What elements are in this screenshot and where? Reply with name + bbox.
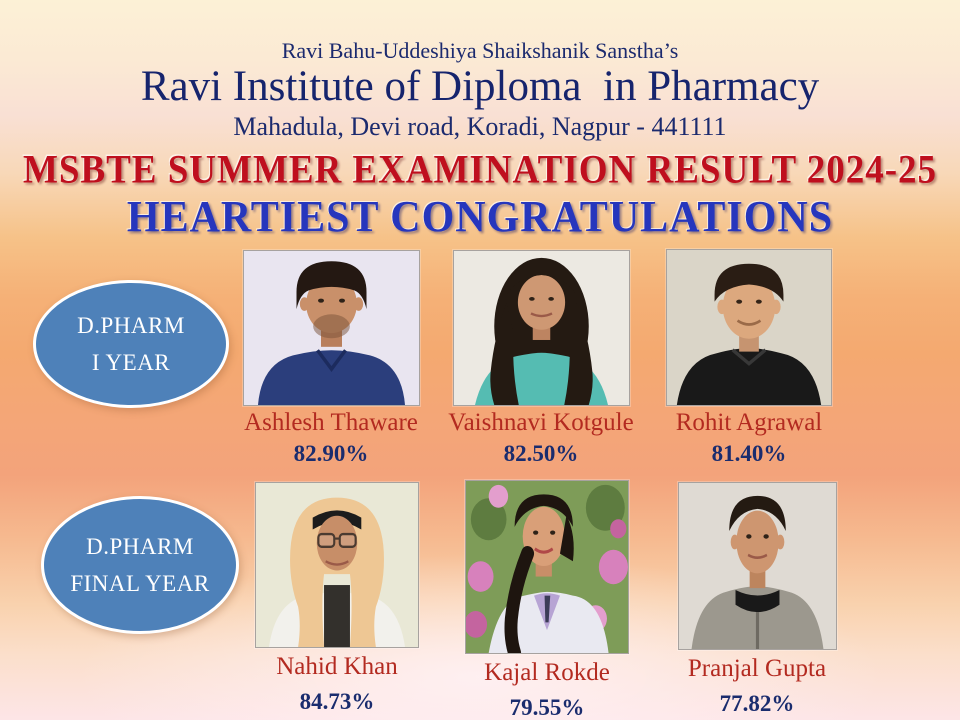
portrait-kajal-rokde <box>466 481 628 653</box>
student-name: Pranjal Gupta <box>687 655 827 682</box>
student-photo <box>465 480 629 654</box>
badge-dpharm-final-year: D.PHARM FINAL YEAR <box>41 496 239 634</box>
badge-dpharm-first-year: D.PHARM I YEAR <box>33 280 229 408</box>
student-name: Nahid Khan <box>276 653 398 680</box>
student-card: Ashlesh Thaware 82.90% <box>221 250 441 467</box>
student-percentage: 79.55% <box>509 694 585 720</box>
portrait-nahid-khan <box>256 483 418 647</box>
student-photo <box>242 250 420 406</box>
portrait-pranjal-gupta <box>678 483 836 649</box>
student-photo <box>666 249 832 406</box>
portrait-rohit-agrawal <box>667 250 831 405</box>
portrait-ashlesh-thaware <box>243 251 419 405</box>
badge-line1: D.PHARM <box>77 312 185 338</box>
institute-name: Ravi Institute of Diploma in Pharmacy <box>140 63 820 110</box>
student-name: Kajal Rokde <box>484 659 610 686</box>
student-card: Nahid Khan 84.73% <box>227 482 447 715</box>
student-percentage: 82.90% <box>293 440 369 466</box>
student-name: Rohit Agrawal <box>675 409 823 436</box>
student-photo <box>452 250 630 406</box>
student-percentage: 82.50% <box>503 440 579 466</box>
student-card: Kajal Rokde 79.55% <box>437 480 657 720</box>
student-percentage: 77.82% <box>719 690 795 716</box>
student-card: Vaishnavi Kotgule 82.50% <box>431 250 651 467</box>
student-photo <box>677 482 837 650</box>
badge-line1: D.PHARM <box>86 533 194 559</box>
student-name: Ashlesh Thaware <box>244 409 418 436</box>
congratulations-title: HEARTIEST CONGRATULATIONS <box>126 193 834 242</box>
student-percentage: 84.73% <box>299 688 375 714</box>
student-card: Rohit Agrawal 81.40% <box>639 249 859 467</box>
student-percentage: 81.40% <box>711 440 787 466</box>
student-card: Pranjal Gupta 77.82% <box>647 482 867 717</box>
portrait-vaishnavi-kotgule <box>453 251 629 405</box>
result-title: MSBTE SUMMER EXAMINATION RESULT 2024-25 <box>22 147 938 193</box>
institute-address: Mahadula, Devi road, Koradi, Nagpur - 44… <box>233 112 727 141</box>
badge-line2: I YEAR <box>91 349 171 375</box>
badge-line2: FINAL YEAR <box>70 570 210 596</box>
student-photo <box>255 482 419 648</box>
organization-name: Ravi Bahu-Uddeshiya Shaikshanik Sanstha’… <box>281 38 679 63</box>
student-name: Vaishnavi Kotgule <box>448 409 634 436</box>
